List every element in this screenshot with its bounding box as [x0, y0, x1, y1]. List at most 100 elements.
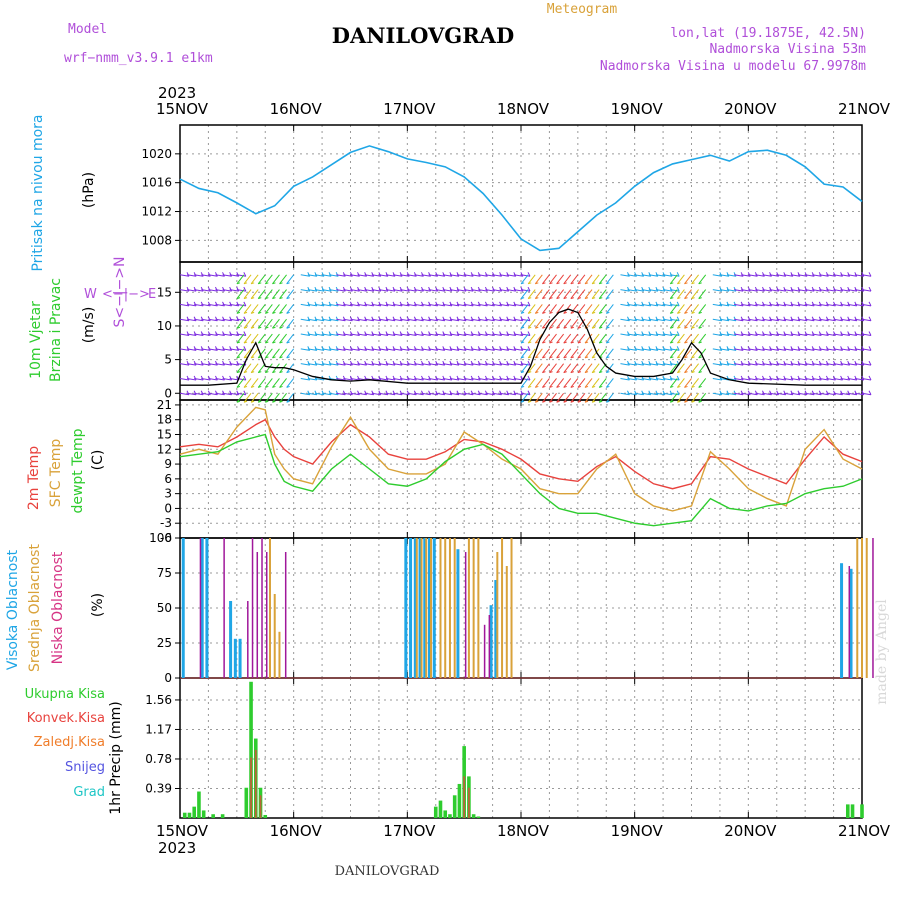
wind-barb: [812, 274, 822, 277]
wind-barb-flag: [840, 375, 844, 381]
wind-barb: [584, 378, 593, 388]
wind-barb-flag: [520, 341, 525, 344]
wind-barb-flag: [733, 301, 737, 307]
wind-barb: [748, 333, 758, 337]
wind-barb-flag: [584, 311, 589, 314]
wind-barb-flag: [520, 390, 524, 395]
wind-barb: [336, 377, 346, 381]
wind-barb: [236, 318, 246, 322]
wind-barb-flag: [698, 311, 702, 314]
cloud-unit: (%): [90, 593, 106, 617]
wind-barb: [400, 318, 410, 322]
wind-barb-flag: [591, 282, 596, 285]
wind-barb: [570, 318, 579, 329]
wind-barb-flag: [840, 390, 844, 395]
wind-barb-flag: [463, 375, 467, 381]
wind-barb: [378, 274, 388, 277]
wind-barb-flag: [413, 390, 417, 395]
y-tick-label: 0: [164, 386, 172, 400]
wind-barb: [790, 303, 801, 307]
wind-barb: [236, 363, 245, 373]
wind-barb: [570, 333, 579, 344]
wind-barb: [776, 377, 786, 381]
wind-barb: [670, 318, 680, 322]
wind-barb-flag: [520, 297, 525, 300]
wind-barb-flag: [740, 360, 744, 366]
wind-barb-flag: [591, 297, 596, 300]
wind-barb-flag: [669, 301, 673, 307]
wind-barb: [314, 377, 325, 381]
wind-barb: [634, 318, 644, 322]
x-day-label-bottom: 19NOV: [611, 822, 664, 840]
wind-barb: [762, 392, 772, 396]
wind-barb-flag: [314, 272, 318, 277]
wind-barb-flag: [790, 331, 794, 336]
wind-barb: [598, 348, 607, 359]
cloud-bar: [467, 538, 470, 678]
wind-barb: [833, 377, 843, 381]
wind-barb: [833, 303, 843, 307]
wind-barb: [378, 333, 388, 337]
precip-bar: [468, 787, 470, 818]
wind-barb: [222, 303, 232, 307]
wind-barb-flag: [357, 346, 360, 351]
wind-barb: [741, 363, 751, 366]
wind-barb: [655, 348, 666, 351]
wind-barb: [769, 274, 779, 277]
wind-barb: [464, 348, 474, 351]
wind-barb: [400, 377, 410, 381]
wind-barb: [400, 303, 410, 307]
wind-barb-flag: [442, 331, 446, 336]
wind-barb-flag: [676, 390, 680, 395]
wind-barb: [279, 304, 287, 314]
wind-barb: [669, 392, 678, 403]
wind-barb: [542, 333, 550, 344]
wind-barb-flag: [641, 272, 645, 277]
wind-barb-flag: [776, 360, 780, 366]
wind-barb-flag: [286, 385, 290, 388]
wind-barb-flag: [449, 331, 453, 336]
wind-barb: [669, 318, 678, 329]
cloud-bar: [418, 538, 422, 678]
wind-barb-flag: [364, 360, 368, 366]
wind-barb: [776, 333, 786, 337]
wind-barb: [797, 303, 808, 307]
wind-barb: [449, 348, 460, 351]
wind-barb: [698, 289, 707, 299]
wind-barb: [854, 333, 864, 337]
wind-barb-flag: [258, 356, 262, 359]
wind-barb: [741, 274, 751, 277]
wind-barb-flag: [648, 390, 652, 395]
wind-barb-flag: [229, 360, 233, 366]
wind-barb-flag: [214, 301, 218, 307]
wind-barb-flag: [335, 272, 339, 277]
wind-barb-flag: [670, 341, 674, 344]
precip-bar: [443, 810, 448, 818]
wind-barb-flag: [385, 346, 389, 351]
wind-barb-flag: [641, 331, 645, 336]
wind-barb-flag: [378, 375, 382, 381]
wind-barb-flag: [804, 360, 808, 366]
wind-barb-flag: [669, 316, 673, 321]
wind-barb: [712, 303, 722, 307]
y-tick-label: 1020: [141, 147, 172, 161]
wind-barb-flag: [691, 326, 695, 329]
wind-barb-flag: [399, 346, 403, 351]
wind-barb: [577, 318, 586, 329]
wind-barb: [847, 333, 857, 337]
wind-barb-flag: [236, 297, 241, 300]
wind-barb: [428, 318, 438, 322]
wind-barb-flag: [463, 286, 467, 292]
wind-barb-flag: [684, 282, 688, 285]
wind-barb-flag: [726, 316, 730, 321]
wind-barb: [677, 304, 685, 314]
wind-barb-flag: [406, 375, 410, 381]
wind-barb-flag: [406, 360, 410, 366]
wind-barb-flag: [634, 360, 638, 366]
year-bottom: 2023: [158, 839, 196, 857]
wind-barb: [698, 363, 707, 373]
wind-barb-flag: [449, 286, 453, 292]
wind-barb-flag: [413, 286, 417, 292]
wind-barb-flag: [258, 341, 262, 344]
wind-barb: [726, 363, 737, 366]
